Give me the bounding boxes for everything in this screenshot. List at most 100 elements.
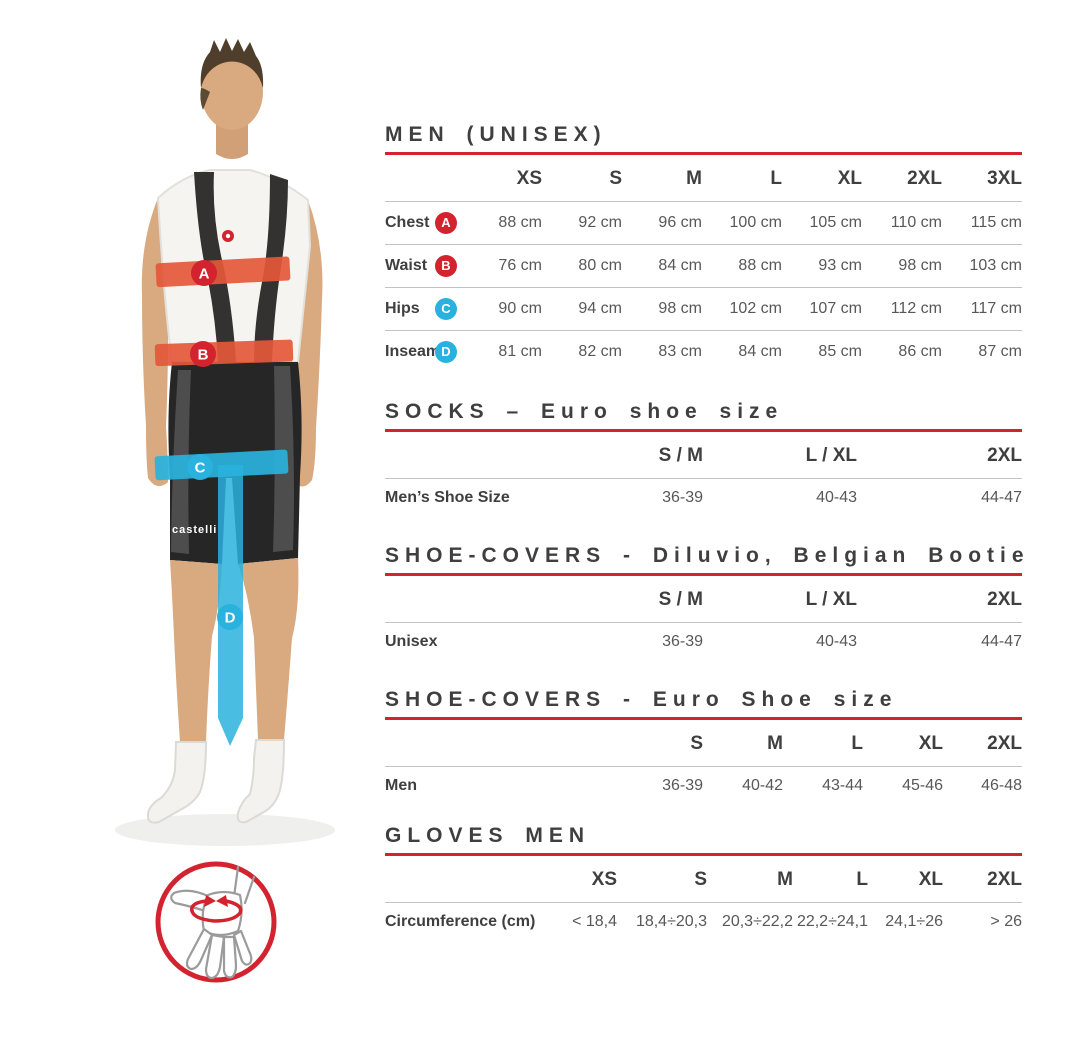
size-value: 92 cm: [542, 201, 622, 245]
column-header-2xl: 2XL: [857, 576, 1022, 623]
size-value: 24,1÷26: [885, 913, 943, 930]
section-title-shoecovers-diluvio: SHOE-COVERS - Diluvio, Belgian Bootie: [385, 544, 1030, 567]
column-header-sm: S / M: [565, 432, 703, 479]
size-value: < 18,4: [572, 913, 617, 930]
left-sock: [146, 741, 208, 824]
table-row: Circumference (cm) < 18,4 18,4÷20,3 20,3÷22…: [385, 903, 1022, 942]
size-table-shoecovers-euro: SHOE-COVERS - Euro Shoe size S M L XL 2XL Men…: [385, 689, 1022, 805]
column-header-xl: XL: [868, 856, 943, 903]
size-value: > 26: [990, 913, 1022, 930]
size-value: 40-42: [742, 777, 783, 794]
size-value: 18,4÷20,3: [635, 913, 707, 930]
svg-text:A: A: [199, 266, 210, 283]
size-value: 40-43: [816, 633, 857, 650]
title-rule: [385, 429, 1022, 432]
table-row: Hips C 90 cm 94 cm 98 cm 102 cm 107 cm 112 cm 11…: [385, 287, 1022, 331]
size-value: 94 cm: [542, 287, 622, 331]
title-rule: [385, 573, 1022, 576]
table-row: Inseam D 81 cm 82 cm 83 cm 84 cm 85 cm 86 cm 87 …: [385, 331, 1022, 374]
size-value: 84 cm: [738, 343, 782, 360]
svg-text:D: D: [225, 610, 236, 627]
size-value: 96 cm: [622, 201, 702, 245]
section-title-men-unisex: MEN (UNISEX): [385, 123, 607, 146]
marker-cell: D: [435, 331, 475, 374]
column-header-s: S: [565, 720, 703, 767]
table-row: Men 36-39 40-42 43-44 45-46 46-48: [385, 767, 1022, 806]
right-sock: [236, 739, 286, 824]
title-rule: [385, 717, 1022, 720]
size-value: 86 cm: [898, 343, 942, 360]
size-value: 90 cm: [475, 287, 542, 331]
svg-text:B: B: [198, 347, 209, 364]
row-label: Men: [385, 777, 417, 794]
size-value: 105 cm: [782, 201, 862, 245]
row-label: Chest: [385, 201, 435, 245]
sideburn: [200, 88, 210, 110]
chest-band: [155, 256, 291, 288]
size-value: 117 cm: [942, 287, 1022, 331]
size-value: 22,2÷24,1: [796, 913, 868, 930]
column-header-xl: XL: [863, 720, 943, 767]
row-label: Circumference (cm): [385, 913, 536, 930]
size-value: 107 cm: [782, 287, 862, 331]
column-header-2xl: 2XL: [862, 155, 942, 202]
marker-cell: B: [435, 244, 475, 288]
size-value: 36-39: [662, 777, 703, 794]
column-header-xs: XS: [475, 155, 542, 202]
shoecovers-euro-table: S M L XL 2XL Men 36-39 40-42 43-44 45-46 46-48: [385, 720, 1022, 805]
column-header-2xl: 2XL: [857, 432, 1022, 479]
size-value: 103 cm: [942, 244, 1022, 288]
size-value: 98 cm: [862, 244, 942, 288]
row-label: Waist: [385, 244, 435, 288]
column-header-xl: XL: [782, 155, 862, 202]
waist-band: [154, 339, 294, 367]
column-header-l: L: [783, 720, 863, 767]
header-spacer: [385, 155, 435, 202]
column-header-lxl: L / XL: [703, 432, 857, 479]
figure-marker-a: A: [191, 260, 217, 286]
header-spacer: [385, 856, 545, 903]
title-rule: [385, 853, 1022, 856]
size-table-shoecovers-diluvio: SHOE-COVERS - Diluvio, Belgian Bootie S …: [385, 544, 1030, 662]
men-unisex-table: XS S M L XL 2XL 3XL Chest A 88 cm 92 cm 96 cm 100 cm…: [385, 155, 1022, 373]
head: [201, 54, 263, 130]
column-header-m: M: [707, 856, 793, 903]
header-row: XS S M L XL 2XL 3XL: [385, 155, 1022, 202]
figure-marker-d: D: [217, 604, 243, 630]
column-header-lxl: L / XL: [703, 576, 857, 623]
table-row: Men’s Shoe Size 36-39 40-43 44-47: [385, 479, 1022, 518]
hips-band: [154, 449, 289, 481]
size-value: 93 cm: [782, 244, 862, 288]
size-value: 20,3÷22,2: [721, 913, 793, 930]
size-value: 84 cm: [622, 244, 702, 288]
size-value: 100 cm: [702, 201, 782, 245]
title-rule: [385, 152, 1022, 155]
row-label: Hips: [385, 287, 435, 331]
column-header-s: S: [617, 856, 707, 903]
section-title-shoecovers-euro: SHOE-COVERS - Euro Shoe size: [385, 688, 898, 711]
floor-shadow: [115, 814, 335, 846]
table-row: Waist B 76 cm 80 cm 84 cm 88 cm 93 cm 98 cm 103 …: [385, 244, 1022, 288]
size-value: 76 cm: [475, 244, 542, 288]
size-value: 87 cm: [978, 343, 1022, 360]
section-title-socks: SOCKS – Euro shoe size: [385, 400, 784, 423]
measure-arrows: [190, 895, 243, 923]
size-table-gloves-men: GLOVES MEN XS S M L XL 2XL Circumference (cm) <…: [385, 825, 1022, 941]
measurement-circle: [155, 861, 277, 983]
column-header-2xl: 2XL: [943, 856, 1022, 903]
column-header-xs: XS: [545, 856, 617, 903]
table-row: Unisex 36-39 40-43 44-47: [385, 623, 1022, 662]
figure-marker-c: C: [187, 454, 213, 480]
brand-shorts-logo: castelli: [172, 524, 217, 536]
size-value: 43-44: [822, 777, 863, 794]
glove-measurement-svg: [155, 861, 277, 983]
size-value: 36-39: [662, 489, 703, 506]
header-spacer: [385, 432, 565, 479]
right-leg: [238, 558, 299, 740]
brand-chest-logo-inner: [225, 233, 231, 239]
fit-model-figure: castelli A B: [60, 30, 390, 860]
size-value: 80 cm: [542, 244, 622, 288]
